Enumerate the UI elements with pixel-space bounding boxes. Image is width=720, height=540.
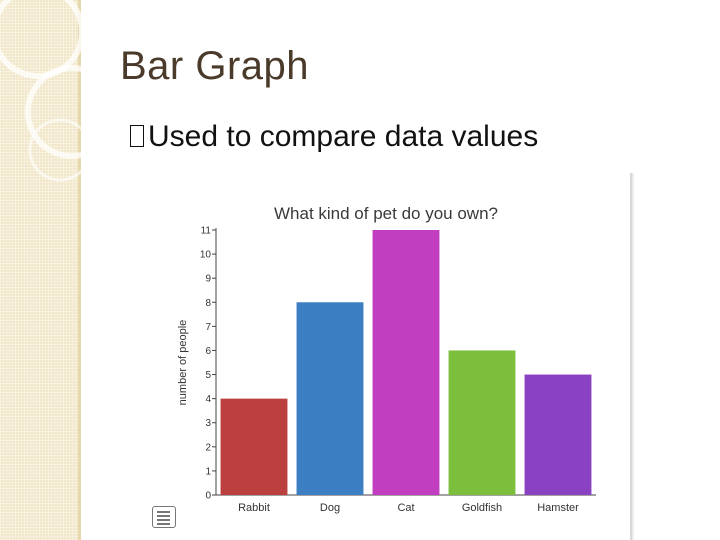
bar-hamster — [524, 374, 592, 495]
x-tick-label: Dog — [320, 502, 340, 514]
y-tick-label: 11 — [201, 226, 212, 237]
decorative-rings — [0, 0, 110, 182]
x-tick-label: Hamster — [537, 502, 579, 514]
bar-cat — [372, 230, 440, 495]
y-tick-label: 5 — [205, 370, 211, 381]
bar-rabbit — [220, 398, 288, 495]
y-tick-label: 3 — [205, 418, 211, 429]
y-tick-label: 9 — [205, 274, 211, 285]
y-tick-label: 10 — [200, 250, 212, 261]
slide-title: Bar Graph — [120, 44, 310, 88]
x-tick-label: Cat — [397, 502, 414, 514]
x-tick-label: Goldfish — [462, 502, 502, 514]
y-tick-label: 2 — [205, 442, 211, 453]
bar-chart: What kind of pet do you own? 0 1 2 3 4 5 6 7 8 9 10… — [177, 204, 596, 514]
y-tick-label: 1 — [205, 466, 211, 477]
y-tick-label: 8 — [205, 298, 211, 309]
bar-dog — [296, 302, 364, 495]
x-tick-label: Rabbit — [238, 502, 270, 514]
y-tick-label: 4 — [205, 394, 211, 405]
bar-goldfish — [448, 350, 516, 495]
band-edge-divider — [78, 0, 81, 540]
bullet-text: Used to compare data values — [148, 120, 539, 153]
chart-frame: What kind of pet do you own? 0 1 2 3 4 5 6 7 8 9 10… — [144, 173, 630, 540]
y-tick-label: 6 — [205, 346, 211, 357]
y-tick-label: 0 — [205, 491, 211, 502]
box-bullet-icon — [130, 125, 144, 147]
bullet-item: Used to compare data values — [130, 120, 538, 154]
y-tick-label: 7 — [205, 322, 211, 333]
y-axis-label: number of people — [177, 320, 189, 406]
notes-icon[interactable] — [152, 506, 176, 528]
chart-title: What kind of pet do you own? — [274, 204, 498, 223]
decorative-side-band — [0, 0, 78, 540]
